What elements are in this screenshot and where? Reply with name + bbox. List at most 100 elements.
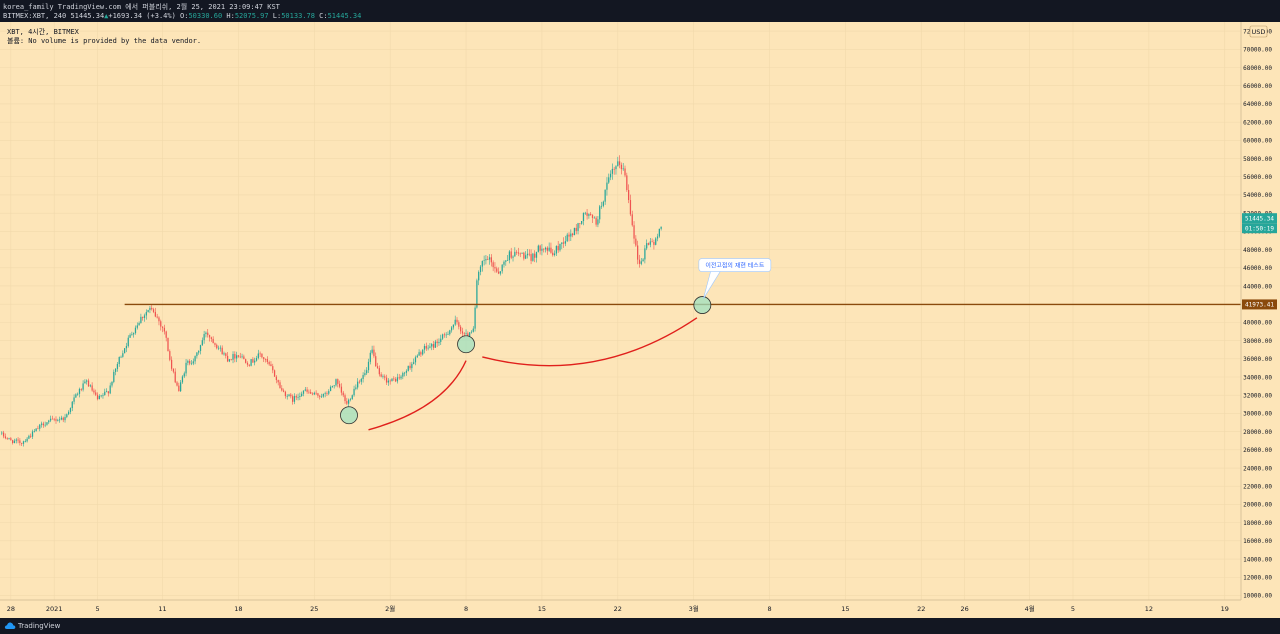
candle-body[interactable] (259, 353, 261, 355)
candle-body[interactable] (207, 332, 209, 336)
candle-body[interactable] (125, 346, 128, 349)
candle-body[interactable] (481, 260, 483, 267)
candle-body[interactable] (145, 312, 147, 316)
candle-body[interactable] (257, 353, 259, 358)
candle-body[interactable] (526, 253, 529, 256)
candle-body[interactable] (230, 359, 232, 360)
candle-body[interactable] (384, 376, 386, 378)
candle-body[interactable] (579, 223, 581, 224)
candle-body[interactable] (380, 374, 382, 377)
candle-body[interactable] (548, 247, 550, 251)
candle-body[interactable] (387, 380, 390, 383)
candle-body[interactable] (261, 353, 263, 358)
candle-body[interactable] (250, 359, 252, 366)
candle-body[interactable] (142, 316, 144, 318)
candle-body[interactable] (21, 443, 23, 444)
candle-body[interactable] (371, 349, 373, 353)
candle-body[interactable] (331, 386, 334, 387)
candle-body[interactable] (376, 366, 379, 369)
candle-body[interactable] (39, 424, 41, 429)
candle-body[interactable] (114, 368, 117, 372)
candle-body[interactable] (154, 311, 156, 317)
candle-body[interactable] (111, 381, 113, 386)
candle-body[interactable] (160, 321, 162, 327)
candle-body[interactable] (646, 243, 648, 249)
candle-body[interactable] (301, 393, 303, 397)
candle-body[interactable] (131, 334, 133, 336)
candle-body[interactable] (122, 353, 124, 357)
candle-body[interactable] (62, 417, 64, 421)
candle-body[interactable] (66, 414, 68, 418)
candle-body[interactable] (248, 364, 250, 366)
candle-body[interactable] (461, 331, 464, 334)
candle-body[interactable] (189, 360, 191, 364)
candle-body[interactable] (281, 388, 283, 391)
candle-body[interactable] (270, 364, 272, 367)
candle-body[interactable] (355, 387, 357, 389)
candle-body[interactable] (12, 440, 14, 444)
candle-body[interactable] (655, 238, 657, 245)
candle-body[interactable] (367, 361, 370, 371)
candle-body[interactable] (571, 233, 574, 236)
candle-body[interactable] (577, 223, 579, 231)
candle-body[interactable] (102, 395, 104, 396)
candle-body[interactable] (539, 245, 541, 251)
candle-body[interactable] (494, 267, 496, 269)
candle-body[interactable] (178, 385, 180, 392)
candle-body[interactable] (136, 325, 138, 328)
price-axis[interactable] (1241, 22, 1280, 618)
candle-body[interactable] (205, 332, 207, 335)
candle-body[interactable] (474, 307, 476, 329)
candle-body[interactable] (503, 261, 505, 265)
candle-body[interactable] (149, 307, 151, 310)
candle-body[interactable] (402, 373, 404, 377)
candle-body[interactable] (510, 251, 512, 258)
candle-body[interactable] (427, 347, 429, 349)
candle-body[interactable] (357, 381, 359, 388)
candle-body[interactable] (167, 337, 169, 352)
candle-body[interactable] (333, 385, 335, 387)
candle-body[interactable] (78, 388, 81, 394)
candle-body[interactable] (161, 326, 164, 328)
candle-body[interactable] (467, 333, 469, 337)
candle-body[interactable] (604, 189, 606, 202)
candle-body[interactable] (351, 395, 353, 400)
candle-body[interactable] (64, 417, 66, 421)
candle-body[interactable] (124, 348, 126, 354)
candle-body[interactable] (107, 391, 110, 394)
candle-body[interactable] (631, 214, 633, 226)
candle-body[interactable] (393, 378, 395, 380)
candle-body[interactable] (450, 327, 453, 331)
candle-body[interactable] (60, 417, 63, 420)
candle-body[interactable] (58, 419, 61, 421)
candle-body[interactable] (241, 356, 243, 358)
candle-body[interactable] (239, 356, 241, 358)
candle-body[interactable] (304, 389, 306, 391)
candle-body[interactable] (187, 360, 189, 363)
candle-body[interactable] (499, 271, 502, 274)
candle-body[interactable] (487, 259, 489, 260)
candle-body[interactable] (626, 175, 628, 190)
candle-body[interactable] (497, 271, 500, 274)
candle-body[interactable] (322, 393, 324, 397)
candle-body[interactable] (550, 247, 552, 253)
candle-body[interactable] (615, 166, 617, 170)
candle-body[interactable] (492, 262, 494, 268)
candle-body[interactable] (570, 233, 572, 237)
candle-body[interactable] (602, 201, 604, 206)
candle-body[interactable] (22, 441, 25, 444)
candle-body[interactable] (405, 370, 408, 373)
candle-body[interactable] (91, 385, 93, 391)
candle-body[interactable] (49, 418, 52, 421)
candle-body[interactable] (460, 326, 462, 332)
candle-body[interactable] (458, 322, 460, 327)
candle-body[interactable] (320, 396, 323, 398)
candle-body[interactable] (254, 360, 256, 363)
candle-body[interactable] (77, 393, 79, 395)
candle-body[interactable] (420, 352, 422, 355)
candle-body[interactable] (109, 385, 111, 394)
candle-body[interactable] (51, 418, 54, 420)
candle-body[interactable] (35, 428, 37, 432)
candle-body[interactable] (512, 256, 514, 258)
candle-body[interactable] (217, 347, 220, 349)
